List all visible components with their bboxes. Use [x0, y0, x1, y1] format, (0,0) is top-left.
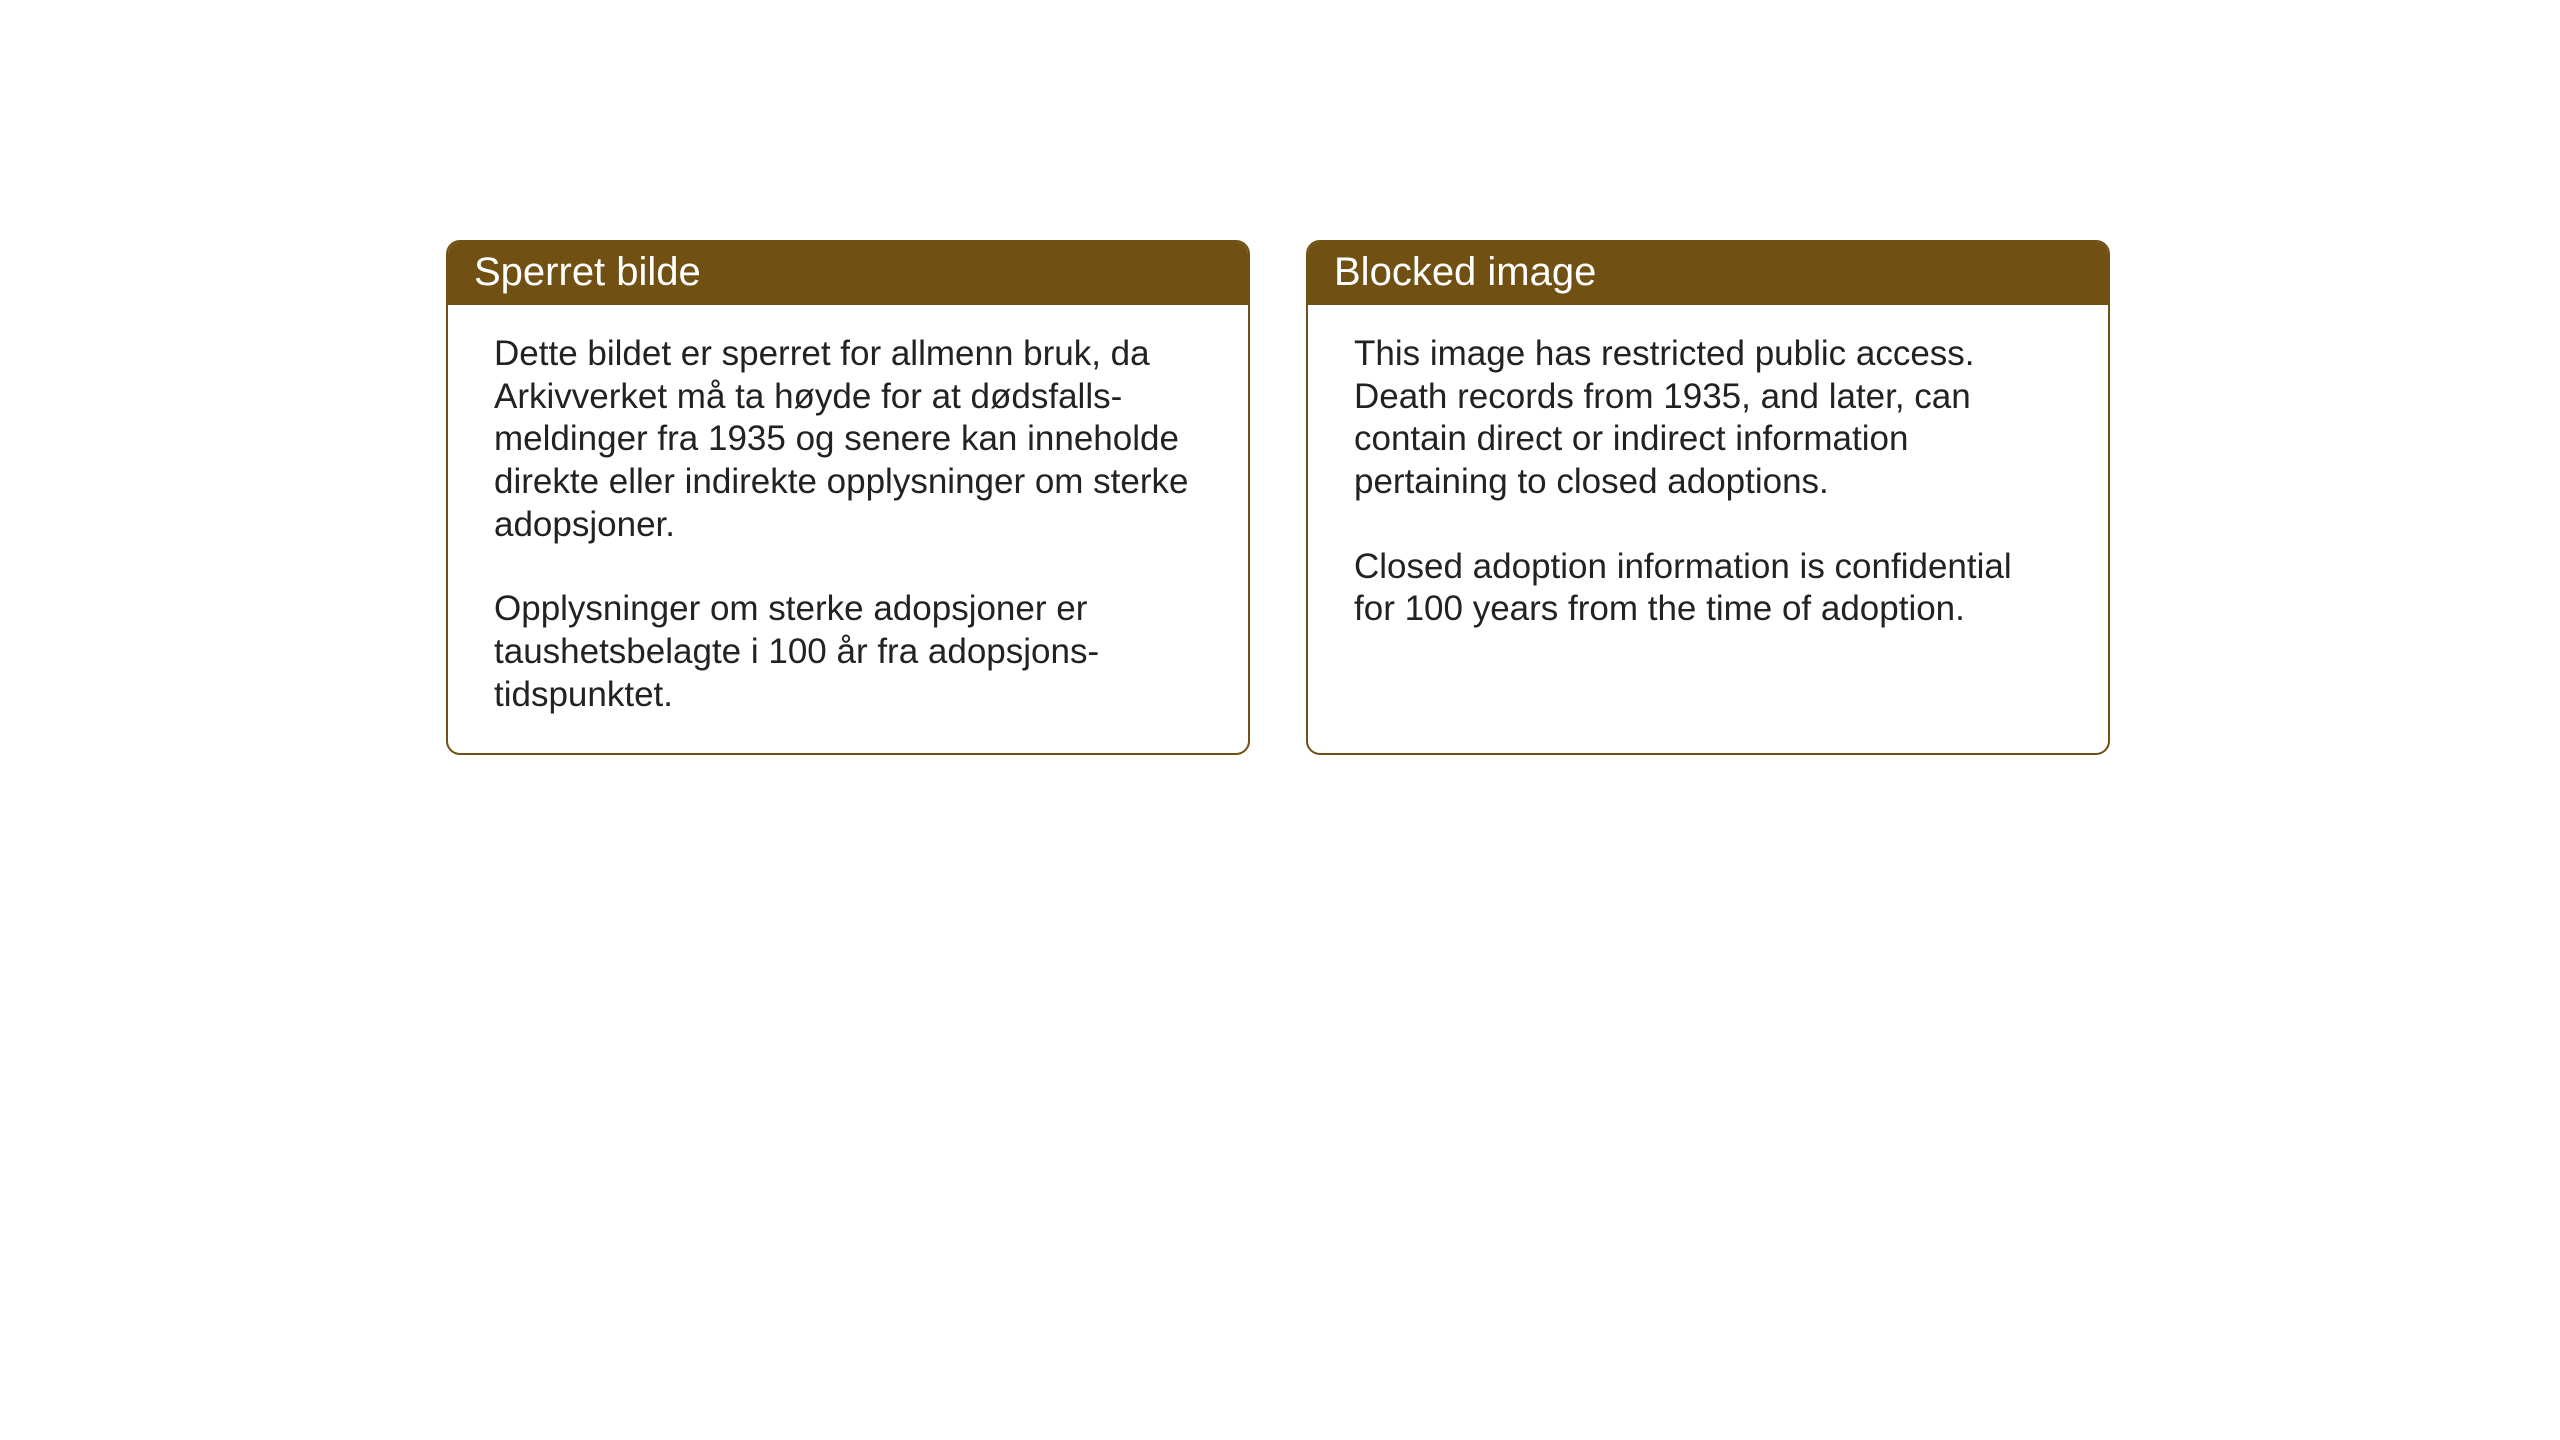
notice-paragraph-1-english: This image has restricted public access.…: [1354, 333, 2062, 504]
notice-card-norwegian: Sperret bilde Dette bildet er sperret fo…: [446, 240, 1250, 755]
notice-title-english: Blocked image: [1334, 250, 1596, 294]
notice-body-english: This image has restricted public access.…: [1308, 305, 2108, 750]
notice-cards-container: Sperret bilde Dette bildet er sperret fo…: [446, 240, 2110, 755]
notice-title-norwegian: Sperret bilde: [474, 250, 701, 294]
notice-body-norwegian: Dette bildet er sperret for allmenn bruk…: [448, 305, 1248, 753]
notice-card-english: Blocked image This image has restricted …: [1306, 240, 2110, 755]
notice-header-english: Blocked image: [1308, 242, 2108, 305]
notice-paragraph-1-norwegian: Dette bildet er sperret for allmenn bruk…: [494, 333, 1202, 546]
notice-header-norwegian: Sperret bilde: [448, 242, 1248, 305]
notice-paragraph-2-english: Closed adoption information is confident…: [1354, 546, 2062, 631]
notice-paragraph-2-norwegian: Opplysninger om sterke adopsjoner er tau…: [494, 588, 1202, 716]
